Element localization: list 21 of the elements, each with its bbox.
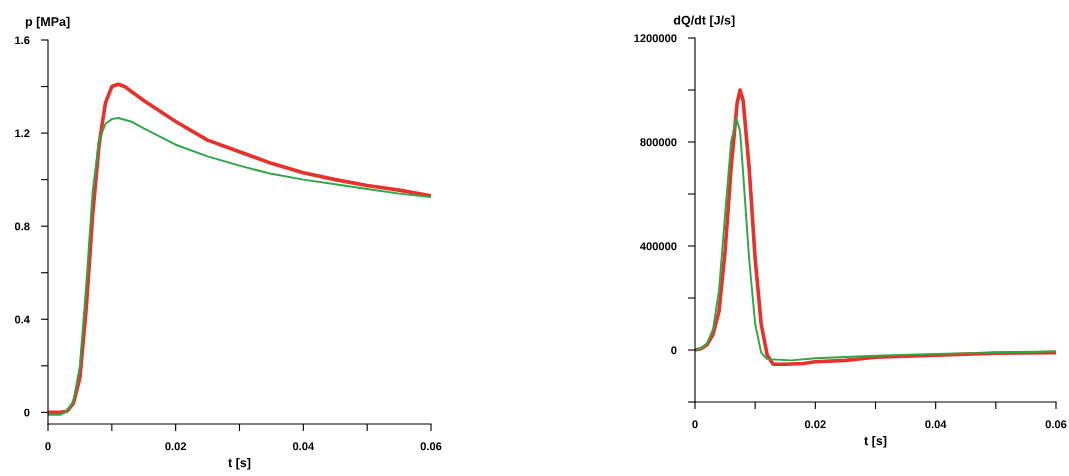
y-tick-label: 1.6 <box>15 36 30 45</box>
x-tick-label: 0.04 <box>925 420 947 429</box>
y-axis-title: dQ/dt [J/s] <box>673 15 735 28</box>
x-axis-title: t [s] <box>228 457 251 470</box>
y-axis-title: p [MPa] <box>25 16 70 29</box>
x-axis-title: t [s] <box>864 435 887 448</box>
y-tick-label: 0 <box>671 346 677 355</box>
y-tick-label: 0.8 <box>14 222 30 231</box>
y-tick-label: 1.2 <box>15 129 30 138</box>
y-tick-label: 0 <box>24 408 30 417</box>
y-tick-label: 400000 <box>640 242 677 251</box>
x-tick-label: 0.02 <box>804 420 826 429</box>
y-tick-label: 1200000 <box>634 34 677 43</box>
x-tick-label: 0 <box>692 420 698 429</box>
x-tick-label: 0.02 <box>165 442 187 451</box>
x-tick-label: 0.04 <box>292 442 315 451</box>
x-tick-label: 0.06 <box>1045 420 1067 429</box>
x-tick-label: 0 <box>45 442 51 451</box>
y-tick-label: 800000 <box>640 138 677 147</box>
x-tick-label: 0.06 <box>420 442 442 451</box>
y-tick-label: 0.4 <box>14 315 30 324</box>
